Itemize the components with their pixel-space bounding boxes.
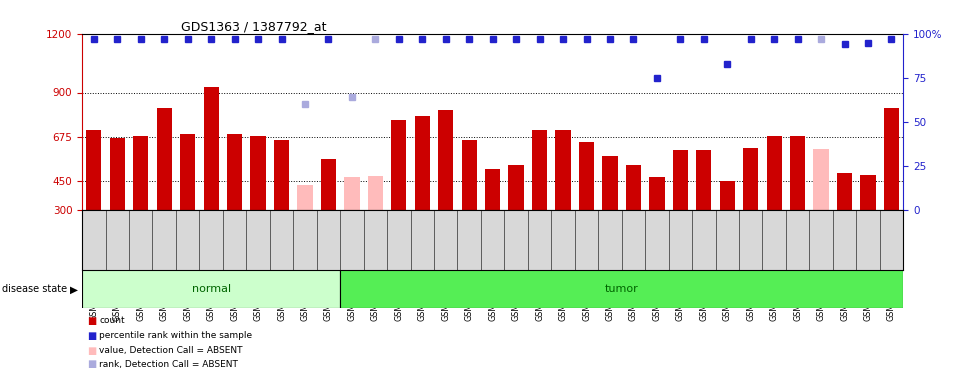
Bar (555, 130, 571, 210)
Text: count: count (99, 316, 126, 325)
Text: disease state: disease state (2, 285, 67, 294)
Bar (227, 134, 242, 210)
Bar (180, 134, 195, 210)
Text: tumor: tumor (605, 284, 639, 294)
Bar (813, 149, 829, 210)
Bar (156, 108, 172, 210)
Bar (861, 175, 875, 210)
Bar (508, 165, 524, 210)
Text: ■: ■ (87, 331, 97, 340)
Bar (414, 116, 430, 210)
Text: ▶: ▶ (70, 285, 77, 294)
Text: GDS1363 / 1387792_at: GDS1363 / 1387792_at (181, 20, 327, 33)
Bar (110, 138, 125, 210)
Bar (321, 159, 336, 210)
Bar (368, 176, 383, 210)
FancyBboxPatch shape (82, 270, 340, 308)
Bar (391, 120, 407, 210)
Text: percentile rank within the sample: percentile rank within the sample (99, 331, 253, 340)
Bar (696, 150, 711, 210)
Text: rank, Detection Call = ABSENT: rank, Detection Call = ABSENT (99, 360, 239, 369)
Bar (790, 136, 806, 210)
Bar (603, 156, 617, 210)
Bar (743, 148, 758, 210)
Bar (720, 181, 735, 210)
Text: ■: ■ (87, 316, 97, 326)
Bar (837, 173, 852, 210)
Bar (672, 150, 688, 210)
Bar (884, 108, 899, 210)
Bar (532, 130, 547, 210)
Bar (439, 110, 453, 210)
Bar (649, 177, 665, 210)
Bar (767, 136, 781, 210)
Text: ■: ■ (87, 360, 97, 369)
Bar (86, 130, 101, 210)
FancyBboxPatch shape (340, 270, 903, 308)
Bar (344, 177, 359, 210)
Bar (204, 87, 218, 210)
Text: ■: ■ (87, 346, 97, 355)
Bar (626, 165, 641, 210)
Bar (462, 140, 477, 210)
Bar (274, 140, 289, 210)
Text: value, Detection Call = ABSENT: value, Detection Call = ABSENT (99, 346, 243, 355)
Bar (485, 169, 500, 210)
Bar (298, 184, 313, 210)
Bar (250, 136, 266, 210)
Bar (579, 142, 594, 210)
Text: normal: normal (191, 284, 231, 294)
Bar (133, 136, 149, 210)
